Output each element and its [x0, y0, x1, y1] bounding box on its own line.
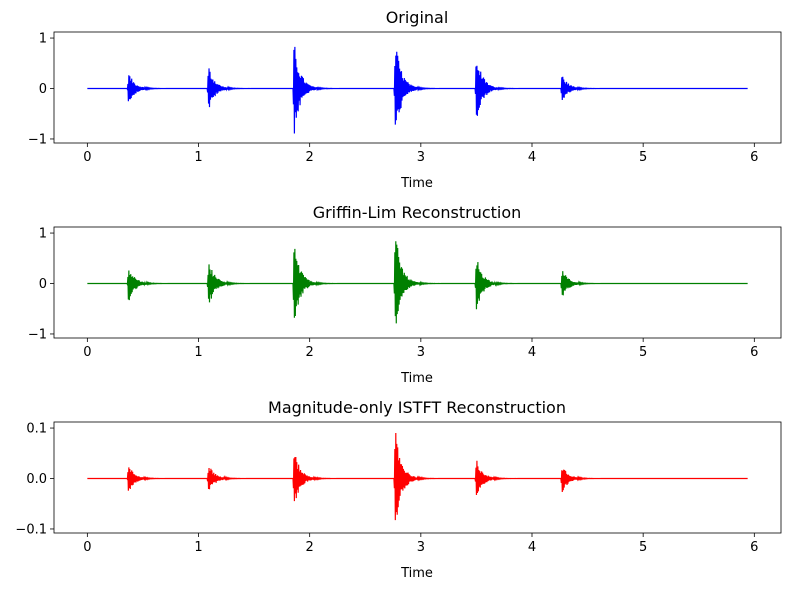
x-tick-label: 6	[750, 150, 758, 165]
x-tick-label: 2	[306, 345, 314, 360]
x-tick-label: 2	[306, 150, 314, 165]
x-tick-label: 1	[194, 540, 202, 555]
y-tick-label: −1	[28, 132, 47, 147]
waveform-line	[87, 432, 748, 521]
chart-title: Magnitude-only ISTFT Reconstruction	[268, 398, 566, 417]
x-tick-label: 3	[417, 345, 425, 360]
y-tick-label: 1	[39, 32, 47, 47]
plot-area: 0 1 2 3 4 5 6 −0.1 0.0 0.1	[15, 421, 782, 555]
y-tick-label: −0.1	[15, 522, 47, 537]
axes-frame	[53, 421, 782, 534]
y-tick-label: 0	[39, 82, 47, 97]
x-tick-label: 0	[83, 540, 91, 555]
y-tick-label: 1	[39, 227, 47, 242]
x-tick-label: 5	[639, 540, 647, 555]
x-tick-label: 5	[639, 150, 647, 165]
x-axis-label: Time	[400, 371, 433, 386]
x-axis-label: Time	[400, 176, 433, 191]
y-tick-label: 0	[39, 277, 47, 292]
chart-title: Original	[386, 8, 449, 27]
chart-title: Griffin-Lim Reconstruction	[313, 203, 522, 222]
subplot-griffin-lim: Griffin-Lim Reconstruction 0 1 2 3 4 5 6 −1 0 1 T…	[28, 203, 782, 386]
x-tick-label: 3	[417, 540, 425, 555]
x-tick-label: 0	[83, 150, 91, 165]
axes-frame	[53, 31, 782, 144]
plot-area: 0 1 2 3 4 5 6 −1 0 1	[28, 31, 782, 165]
x-tick-label: 1	[194, 150, 202, 165]
x-tick-label: 1	[194, 345, 202, 360]
axes-frame	[53, 226, 782, 339]
subplot-original: Original 0 1 2 3 4 5 6 −1 0 1 Time	[28, 8, 782, 191]
x-tick-label: 4	[528, 540, 536, 555]
y-tick-label: −1	[28, 327, 47, 342]
plot-area: 0 1 2 3 4 5 6 −1 0 1	[28, 226, 782, 360]
x-tick-label: 5	[639, 345, 647, 360]
subplot-magnitude-istft: Magnitude-only ISTFT Reconstruction 0 1 2 3…	[15, 398, 782, 581]
x-tick-label: 4	[528, 150, 536, 165]
x-tick-label: 6	[750, 345, 758, 360]
waveform-line	[87, 241, 748, 324]
x-tick-label: 4	[528, 345, 536, 360]
x-axis-label: Time	[400, 566, 433, 581]
x-tick-label: 6	[750, 540, 758, 555]
y-tick-label: 0.0	[26, 472, 47, 487]
x-tick-label: 0	[83, 345, 91, 360]
x-tick-label: 2	[306, 540, 314, 555]
x-tick-label: 3	[417, 150, 425, 165]
waveform-line	[87, 46, 748, 134]
y-tick-label: 0.1	[26, 422, 47, 437]
